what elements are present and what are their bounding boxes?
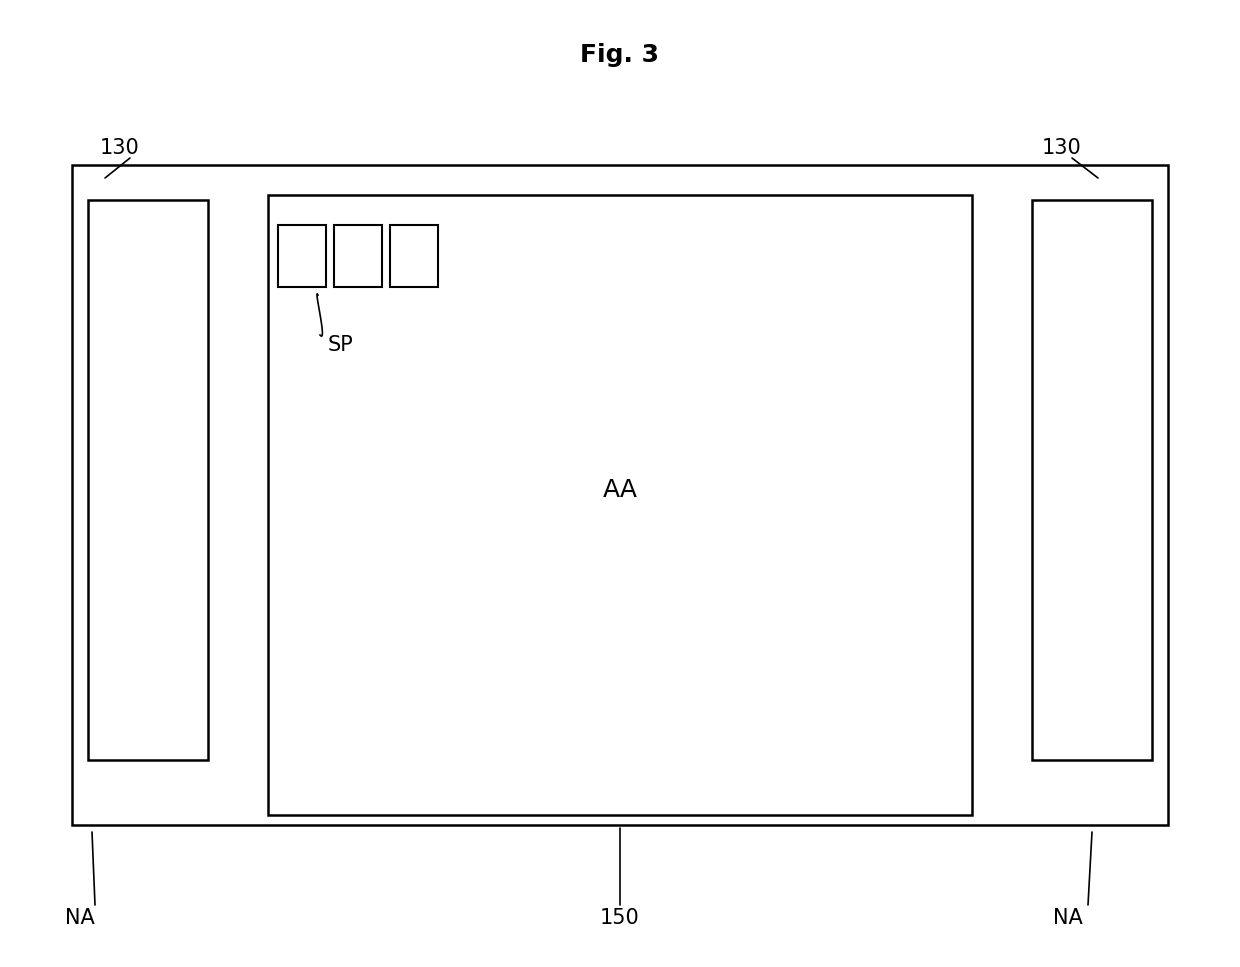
Bar: [278, 225, 326, 287]
Text: NA: NA: [66, 908, 95, 928]
Text: Fig. 3: Fig. 3: [580, 43, 660, 67]
Bar: [268, 195, 972, 815]
Text: 150: 150: [600, 908, 640, 928]
Bar: [334, 225, 382, 287]
Text: 130: 130: [1042, 138, 1081, 158]
Bar: [391, 225, 438, 287]
Bar: [88, 200, 208, 760]
Bar: [1032, 200, 1152, 760]
Text: AA: AA: [603, 478, 637, 502]
Text: NA: NA: [1053, 908, 1083, 928]
Text: SP: SP: [329, 335, 353, 355]
Bar: [72, 165, 1168, 825]
Text: 130: 130: [100, 138, 140, 158]
